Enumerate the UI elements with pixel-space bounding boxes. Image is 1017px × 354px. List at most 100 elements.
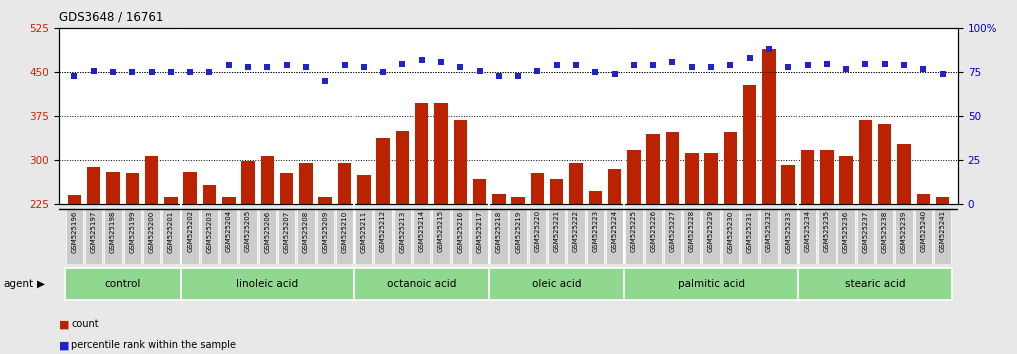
Bar [858, 120, 873, 204]
Text: GSM525214: GSM525214 [419, 210, 425, 252]
Text: GSM525208: GSM525208 [303, 210, 309, 252]
Bar [183, 172, 197, 204]
Text: percentile rank within the sample: percentile rank within the sample [71, 341, 236, 350]
Text: GSM525217: GSM525217 [477, 210, 482, 252]
Point [664, 59, 680, 64]
Point [395, 61, 411, 66]
Point [201, 69, 218, 75]
Bar [68, 195, 81, 204]
Point [66, 73, 82, 79]
Text: GSM525206: GSM525206 [264, 210, 271, 252]
Point [472, 68, 488, 73]
Bar [415, 103, 428, 204]
Bar [742, 85, 757, 204]
Text: GSM525207: GSM525207 [284, 210, 290, 252]
Point [143, 69, 160, 75]
Bar [394, 209, 411, 264]
Text: GSM525238: GSM525238 [882, 210, 888, 252]
Text: GSM525209: GSM525209 [322, 210, 328, 252]
Text: GSM525218: GSM525218 [496, 210, 501, 252]
Bar [512, 196, 525, 204]
Point [221, 62, 237, 68]
Text: GSM525220: GSM525220 [535, 210, 540, 252]
Bar [374, 209, 392, 264]
Bar [200, 209, 219, 264]
Text: GSM525233: GSM525233 [785, 210, 791, 252]
Bar [432, 209, 450, 264]
Bar [666, 132, 679, 204]
Bar [181, 209, 199, 264]
Point [433, 59, 450, 64]
Point [857, 61, 874, 66]
Point [337, 62, 353, 68]
Point [356, 64, 372, 70]
Bar [703, 209, 720, 264]
Bar [125, 173, 139, 204]
Bar [914, 209, 932, 264]
Text: count: count [71, 319, 99, 329]
Bar [258, 209, 276, 264]
Text: GSM525227: GSM525227 [669, 210, 675, 252]
Point [298, 64, 314, 70]
Bar [798, 209, 817, 264]
Text: agent: agent [3, 279, 34, 289]
Bar [781, 165, 795, 204]
Point [819, 61, 835, 66]
Point [510, 73, 526, 79]
Bar [683, 209, 701, 264]
Bar [916, 194, 930, 204]
Bar [473, 179, 486, 204]
Text: palmitic acid: palmitic acid [677, 279, 744, 289]
Bar [492, 194, 505, 204]
Bar [318, 196, 332, 204]
Bar [65, 268, 181, 300]
Bar [878, 124, 892, 204]
Bar [570, 163, 583, 204]
Bar [627, 150, 641, 204]
Text: GDS3648 / 16761: GDS3648 / 16761 [59, 11, 164, 24]
Point [124, 69, 140, 75]
Bar [567, 209, 585, 264]
Bar [606, 209, 623, 264]
Point [741, 55, 758, 61]
Text: GSM525198: GSM525198 [110, 210, 116, 253]
Bar [624, 268, 798, 300]
Bar [162, 209, 180, 264]
Text: GSM525226: GSM525226 [650, 210, 656, 252]
Bar [85, 209, 103, 264]
Bar [413, 209, 430, 264]
Bar [222, 196, 236, 204]
Bar [510, 209, 527, 264]
Bar [897, 144, 911, 204]
Text: GSM525205: GSM525205 [245, 210, 251, 252]
Text: octanoic acid: octanoic acid [387, 279, 457, 289]
Point [838, 66, 854, 72]
Bar [260, 155, 275, 204]
Bar [489, 268, 624, 300]
Text: GSM525211: GSM525211 [361, 210, 367, 252]
Bar [722, 209, 739, 264]
Bar [839, 155, 853, 204]
Bar [762, 49, 776, 204]
Bar [664, 209, 681, 264]
Bar [66, 209, 83, 264]
Text: GSM525224: GSM525224 [611, 210, 617, 252]
Bar [820, 150, 834, 204]
Bar [220, 209, 237, 264]
Text: GSM525240: GSM525240 [920, 210, 926, 252]
Text: GSM525212: GSM525212 [380, 210, 386, 252]
Text: stearic acid: stearic acid [845, 279, 905, 289]
Bar [934, 209, 951, 264]
Bar [798, 268, 952, 300]
Bar [471, 209, 488, 264]
Text: GSM525200: GSM525200 [148, 210, 155, 252]
Point [279, 62, 295, 68]
Bar [625, 209, 643, 264]
Text: GSM525210: GSM525210 [342, 210, 348, 252]
Point [375, 69, 392, 75]
Bar [936, 196, 949, 204]
Point [722, 62, 738, 68]
Text: control: control [105, 279, 140, 289]
Text: GSM525221: GSM525221 [553, 210, 559, 252]
Point [317, 78, 334, 84]
